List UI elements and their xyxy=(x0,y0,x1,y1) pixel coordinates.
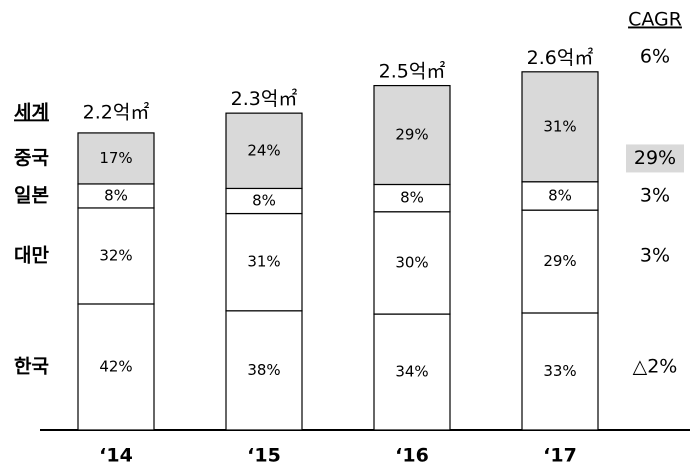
data-label: 33% xyxy=(543,362,576,380)
x-tick-label: ‘15 xyxy=(247,445,281,467)
total-label: 2.5억㎡ xyxy=(379,60,446,83)
legend-label: 대만 xyxy=(14,244,49,266)
cagr-value: △2% xyxy=(633,355,678,377)
data-label: 32% xyxy=(99,246,132,264)
data-label: 38% xyxy=(247,361,280,379)
bar-segment xyxy=(225,212,303,312)
total-label: 2.3억㎡ xyxy=(231,87,298,110)
data-label: 29% xyxy=(543,252,576,270)
bar-segment xyxy=(373,211,451,315)
data-label: 8% xyxy=(252,191,276,209)
x-tick-label: ‘17 xyxy=(543,445,577,467)
data-label: 34% xyxy=(395,363,428,381)
bar-segment xyxy=(77,303,155,431)
cagr-value: 3% xyxy=(640,244,670,266)
bar-segment xyxy=(373,84,451,186)
data-label: 24% xyxy=(247,141,280,159)
data-label: 29% xyxy=(395,126,428,144)
cagr-value: 29% xyxy=(634,147,676,169)
total-label: 2.2억㎡ xyxy=(83,100,150,123)
bar-segment xyxy=(77,207,155,305)
bar-segment xyxy=(225,310,303,431)
bar-segment xyxy=(521,312,599,431)
x-tick-label: ‘16 xyxy=(395,445,429,467)
legend-label: 세계 xyxy=(14,101,49,123)
cagr-highlight xyxy=(626,144,684,173)
data-label: 17% xyxy=(99,149,132,167)
bar-segment xyxy=(77,132,155,185)
bar-segment xyxy=(521,181,599,211)
data-label: 8% xyxy=(104,186,128,204)
legend-label: 중국 xyxy=(14,147,49,169)
legend-label: 일본 xyxy=(14,184,49,206)
data-label: 42% xyxy=(99,357,132,375)
data-label: 31% xyxy=(543,117,576,135)
bar-segment xyxy=(521,71,599,183)
total-label: 2.6억㎡ xyxy=(527,46,594,69)
legend-label: 한국 xyxy=(14,355,49,377)
bar-segment xyxy=(373,183,451,213)
bar-segment xyxy=(373,313,451,431)
data-label: 8% xyxy=(548,186,572,204)
cagr-value: 6% xyxy=(640,46,670,68)
bar-segment xyxy=(521,209,599,314)
cagr-value: 3% xyxy=(640,184,670,206)
cagr-title: CAGR xyxy=(628,9,682,31)
data-label: 31% xyxy=(247,253,280,271)
x-tick-label: ‘14 xyxy=(99,445,133,467)
bar-segment xyxy=(225,187,303,215)
data-label: 8% xyxy=(400,189,424,207)
bar-segment xyxy=(225,112,303,190)
data-label: 30% xyxy=(395,253,428,271)
